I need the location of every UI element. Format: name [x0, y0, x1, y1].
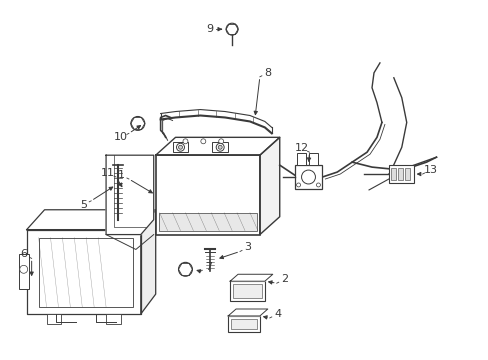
Text: 9: 9 — [206, 24, 213, 34]
Text: 13: 13 — [423, 165, 437, 175]
FancyBboxPatch shape — [397, 168, 402, 180]
Circle shape — [218, 145, 222, 149]
Text: 11: 11 — [101, 168, 115, 178]
Circle shape — [218, 139, 223, 144]
Polygon shape — [230, 274, 272, 281]
Circle shape — [176, 143, 184, 151]
Circle shape — [178, 262, 192, 276]
Circle shape — [316, 183, 320, 187]
Circle shape — [201, 139, 205, 144]
Text: 2: 2 — [281, 274, 287, 284]
Circle shape — [131, 117, 144, 130]
Text: 5: 5 — [80, 200, 86, 210]
Text: 10: 10 — [114, 132, 128, 142]
FancyBboxPatch shape — [106, 314, 121, 324]
Polygon shape — [27, 210, 155, 230]
FancyBboxPatch shape — [404, 168, 409, 180]
FancyBboxPatch shape — [390, 168, 395, 180]
Polygon shape — [155, 137, 279, 155]
Text: 7: 7 — [204, 262, 211, 272]
FancyBboxPatch shape — [309, 153, 318, 165]
Text: 1: 1 — [117, 170, 124, 180]
Circle shape — [301, 170, 315, 184]
Polygon shape — [141, 210, 155, 314]
Text: 8: 8 — [264, 68, 271, 78]
FancyBboxPatch shape — [228, 316, 259, 332]
FancyBboxPatch shape — [155, 155, 259, 235]
Circle shape — [178, 145, 182, 149]
Text: 4: 4 — [274, 309, 281, 319]
FancyBboxPatch shape — [212, 142, 228, 152]
FancyBboxPatch shape — [231, 319, 256, 329]
FancyBboxPatch shape — [296, 153, 305, 165]
FancyBboxPatch shape — [294, 165, 322, 189]
Circle shape — [296, 183, 300, 187]
Polygon shape — [228, 309, 267, 316]
Text: 3: 3 — [244, 243, 251, 252]
FancyBboxPatch shape — [230, 281, 264, 301]
Circle shape — [183, 139, 187, 144]
Circle shape — [225, 23, 238, 35]
FancyBboxPatch shape — [39, 238, 133, 307]
Polygon shape — [27, 230, 141, 314]
Polygon shape — [106, 155, 153, 235]
FancyBboxPatch shape — [233, 284, 262, 298]
Circle shape — [216, 143, 224, 151]
FancyBboxPatch shape — [172, 142, 188, 152]
FancyBboxPatch shape — [19, 255, 29, 289]
FancyBboxPatch shape — [388, 165, 413, 183]
Polygon shape — [259, 137, 279, 235]
Text: 6: 6 — [20, 249, 27, 260]
FancyBboxPatch shape — [46, 314, 61, 324]
Circle shape — [20, 265, 28, 273]
Text: 12: 12 — [294, 143, 308, 153]
FancyBboxPatch shape — [158, 213, 256, 231]
